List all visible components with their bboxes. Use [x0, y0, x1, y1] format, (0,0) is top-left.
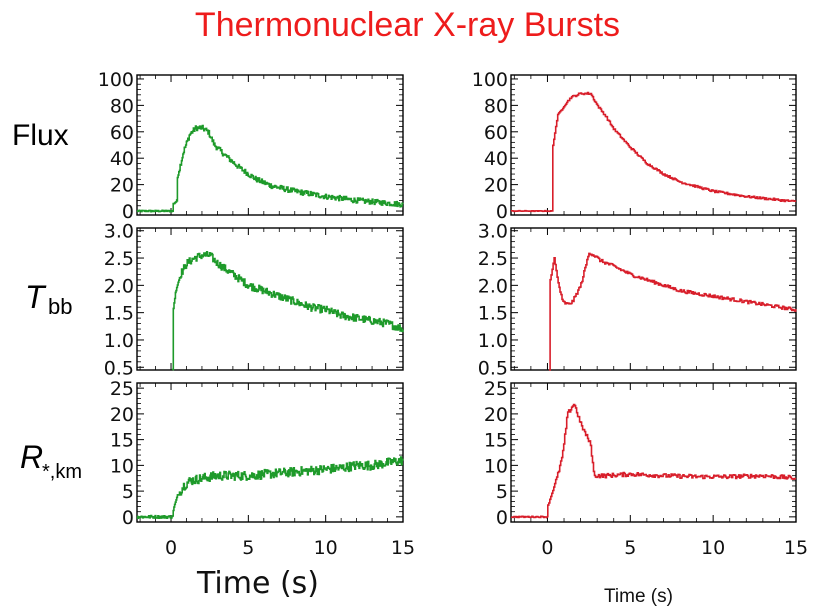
x-axis-label-left: Time (s) [196, 566, 319, 601]
y-tick-label: 1.5 [478, 303, 508, 325]
y-tick-label: 2.5 [478, 248, 508, 270]
y-tick-label: 100 [98, 69, 134, 91]
y-tick-label: 0.5 [478, 357, 508, 379]
y-tick-label: 100 [472, 69, 508, 91]
row-label-radius: R [20, 439, 43, 475]
y-tick-label: 0.5 [104, 357, 134, 379]
x-tick-label: 15 [391, 537, 415, 559]
panel-frame [510, 382, 797, 523]
series-line-left-radius [136, 456, 404, 519]
row-label-tbb: T [25, 279, 47, 315]
x-tick-label: 10 [314, 537, 338, 559]
x-tick-label: 0 [165, 537, 177, 559]
y-tick-label: 1.0 [478, 330, 508, 352]
x-tick-label: 0 [541, 537, 553, 559]
y-tick-label: 2.0 [478, 275, 508, 297]
row-label-tbb-main: T [25, 279, 47, 315]
series-line-left-flux [136, 124, 404, 213]
y-tick-label: 40 [110, 148, 134, 170]
x-tick-label: 15 [784, 537, 808, 559]
series-line-right-flux [511, 91, 797, 213]
y-tick-label: 2.0 [104, 275, 134, 297]
panel-frame [136, 74, 404, 216]
row-label-flux: Flux [12, 119, 69, 152]
row-label-radius-sub: *,km [42, 461, 82, 483]
panel-right-radius: 0 5 10 15 20 25 0 5 10 15 [484, 378, 808, 559]
y-tick-label: 3.0 [104, 221, 134, 243]
y-tick-label: 80 [110, 95, 134, 117]
y-tick-label: 1.5 [104, 303, 134, 325]
y-tick-label: 25 [110, 378, 134, 400]
panel-frame [510, 227, 797, 371]
series-line-right-radius [511, 403, 797, 519]
y-tick-label: 5 [496, 481, 508, 503]
y-tick-label: 5 [122, 481, 134, 503]
y-tick-label: 20 [110, 175, 134, 197]
y-tick-label: 1.0 [104, 330, 134, 352]
y-tick-label: 40 [484, 148, 508, 170]
y-tick-label: 25 [484, 378, 508, 400]
series-line-left-tbb [171, 251, 404, 371]
y-tick-label: 20 [484, 404, 508, 426]
y-tick-label: 0 [122, 507, 134, 529]
x-tick-label: 5 [624, 537, 636, 559]
panel-left-flux: 0 20 40 60 80 100 [98, 69, 404, 223]
panel-right-tbb: 0.5 1.0 1.5 2.0 2.5 3.0 [478, 221, 797, 379]
y-tick-label: 15 [110, 430, 134, 452]
y-tick-label: 0 [496, 201, 508, 223]
y-tick-label: 20 [110, 404, 134, 426]
row-label-radius-main: R [20, 439, 43, 475]
panel-left-tbb: 0.5 1.0 1.5 2.0 2.5 3.0 [104, 221, 404, 379]
row-label-tbb-sub: bb [48, 294, 72, 319]
panel-frame [510, 74, 797, 216]
y-tick-label: 60 [484, 122, 508, 144]
panel-frame [136, 227, 404, 371]
y-tick-label: 80 [484, 95, 508, 117]
panel-left-radius: 0 5 10 15 20 25 0 5 10 15 [110, 378, 415, 559]
y-tick-label: 10 [110, 455, 134, 477]
y-tick-label: 60 [110, 122, 134, 144]
y-tick-label: 2.5 [104, 248, 134, 270]
y-tick-label: 20 [484, 175, 508, 197]
y-tick-label: 0 [496, 507, 508, 529]
x-tick-label: 10 [701, 537, 725, 559]
y-tick-label: 3.0 [478, 221, 508, 243]
x-tick-label: 5 [242, 537, 254, 559]
panel-frame [136, 382, 404, 523]
series-line-right-tbb [549, 252, 797, 371]
panel-right-flux: 0 20 40 60 80 100 [472, 69, 797, 223]
x-axis-label-right: Time (s) [604, 586, 673, 607]
y-tick-label: 10 [484, 455, 508, 477]
y-tick-label: 0 [122, 201, 134, 223]
page-title: Thermonuclear X-ray Bursts [194, 6, 621, 44]
y-tick-label: 15 [484, 430, 508, 452]
